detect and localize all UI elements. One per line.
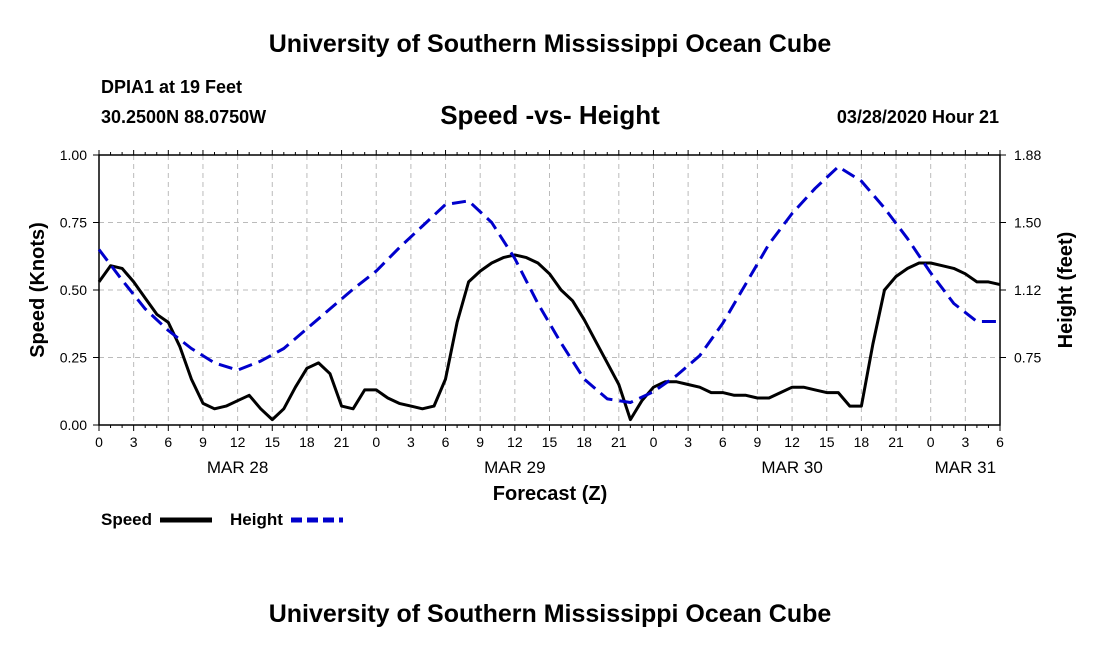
x-tick-label: 15 (542, 434, 558, 450)
x-tick-label: 3 (407, 434, 415, 450)
y-left-tick-label: 0.25 (60, 350, 87, 366)
x-tick-label: 0 (95, 434, 103, 450)
x-tick-label: 3 (684, 434, 692, 450)
legend-height-label: Height (230, 510, 283, 529)
x-tick-label: 12 (784, 434, 800, 450)
y-right-tick-label: 1.50 (1014, 215, 1041, 231)
x-tick-label: 21 (888, 434, 904, 450)
x-tick-label: 18 (576, 434, 592, 450)
x-tick-label: 3 (130, 434, 138, 450)
x-tick-label: 6 (164, 434, 172, 450)
x-tick-label: 18 (854, 434, 870, 450)
x-tick-label: 21 (611, 434, 627, 450)
legend: Speed Height (101, 510, 343, 529)
date-label: MAR 28 (207, 458, 268, 477)
x-tick-label: 15 (264, 434, 280, 450)
grid (99, 155, 1000, 425)
y-left-tick-label: 1.00 (60, 147, 87, 163)
x-tick-label: 0 (650, 434, 658, 450)
plot-frame (98, 154, 1001, 426)
x-tick-label: 0 (927, 434, 935, 450)
y-axis-right-label: Height (feet) (1055, 232, 1077, 349)
y-left-tick-label: 0.50 (60, 282, 87, 298)
x-tick-label: 6 (442, 434, 450, 450)
x-tick-label: 6 (719, 434, 727, 450)
series (97, 165, 1001, 422)
y-right-tick-label: 0.75 (1014, 350, 1041, 366)
series-height-line (97, 165, 1000, 404)
date-label: MAR 30 (761, 458, 822, 477)
chart-title: Speed -vs- Height (440, 100, 660, 130)
y-right-tick-label: 1.12 (1014, 282, 1041, 298)
x-tick-label: 15 (819, 434, 835, 450)
x-tick-label: 12 (230, 434, 246, 450)
x-tick-label: 21 (334, 434, 350, 450)
x-tick-label: 18 (299, 434, 315, 450)
page-title: University of Southern Mississippi Ocean… (268, 30, 832, 58)
x-tick-label: 0 (372, 434, 380, 450)
x-tick-label: 9 (476, 434, 484, 450)
series-speed-line (97, 253, 1001, 422)
datetime-label: 03/28/2020 Hour 21 (836, 107, 999, 127)
y-axis-left-label: Speed (Knots) (27, 222, 49, 358)
x-tick-label: 3 (961, 434, 969, 450)
y-left-tick-label: 0.75 (60, 215, 87, 231)
date-label: MAR 31 (935, 458, 996, 477)
x-tick-label: 9 (754, 434, 762, 450)
x-tick-label: 9 (199, 434, 207, 450)
date-label: MAR 29 (484, 458, 545, 477)
coordinates-label: 30.2500N 88.0750W (101, 107, 267, 127)
x-axis-label: Forecast (Z) (493, 483, 607, 505)
axes: 0 3 6 9 12 15 18 21 0 3 6 9 12 15 18 21 0 3 6 9 12 15 18 21 0 3 6M… (60, 147, 1042, 477)
y-left-tick-label: 0.00 (60, 417, 87, 433)
legend-speed-label: Speed (101, 510, 152, 529)
footer-title: University of Southern Mississippi Ocean… (268, 600, 832, 628)
x-tick-label: 6 (996, 434, 1004, 450)
x-tick-label: 12 (507, 434, 523, 450)
station-label: DPIA1 at 19 Feet (101, 77, 243, 97)
y-right-tick-label: 1.88 (1014, 147, 1041, 163)
